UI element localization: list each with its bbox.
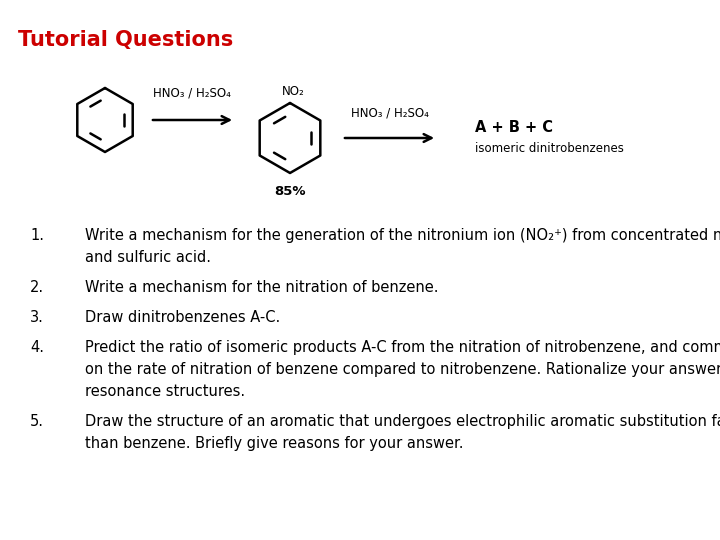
Text: HNO₃ / H₂SO₄: HNO₃ / H₂SO₄ <box>351 107 429 120</box>
Text: Draw dinitrobenzenes A-C.: Draw dinitrobenzenes A-C. <box>85 310 280 325</box>
Text: Tutorial Questions: Tutorial Questions <box>18 30 233 50</box>
Text: 1.: 1. <box>30 228 44 243</box>
Text: and sulfuric acid.: and sulfuric acid. <box>85 250 211 265</box>
Text: 85%: 85% <box>274 185 306 198</box>
Text: 4.: 4. <box>30 340 44 355</box>
Text: HNO₃ / H₂SO₄: HNO₃ / H₂SO₄ <box>153 87 231 100</box>
Text: 2.: 2. <box>30 280 44 295</box>
Text: Write a mechanism for the nitration of benzene.: Write a mechanism for the nitration of b… <box>85 280 438 295</box>
Text: 3.: 3. <box>30 310 44 325</box>
Text: Draw the structure of an aromatic that undergoes electrophilic aromatic substitu: Draw the structure of an aromatic that u… <box>85 414 720 429</box>
Text: isomeric dinitrobenzenes: isomeric dinitrobenzenes <box>475 141 624 154</box>
Text: resonance structures.: resonance structures. <box>85 384 245 399</box>
Text: Predict the ratio of isomeric products A-C from the nitration of nitrobenzene, a: Predict the ratio of isomeric products A… <box>85 340 720 355</box>
Text: NO₂: NO₂ <box>282 85 305 98</box>
Text: 5.: 5. <box>30 414 44 429</box>
Text: A + B + C: A + B + C <box>475 120 553 136</box>
Text: on the rate of nitration of benzene compared to nitrobenzene. Rationalize your a: on the rate of nitration of benzene comp… <box>85 362 720 377</box>
Text: than benzene. Briefly give reasons for your answer.: than benzene. Briefly give reasons for y… <box>85 436 464 451</box>
Text: Write a mechanism for the generation of the nitronium ion (NO₂⁺) from concentrat: Write a mechanism for the generation of … <box>85 228 720 243</box>
